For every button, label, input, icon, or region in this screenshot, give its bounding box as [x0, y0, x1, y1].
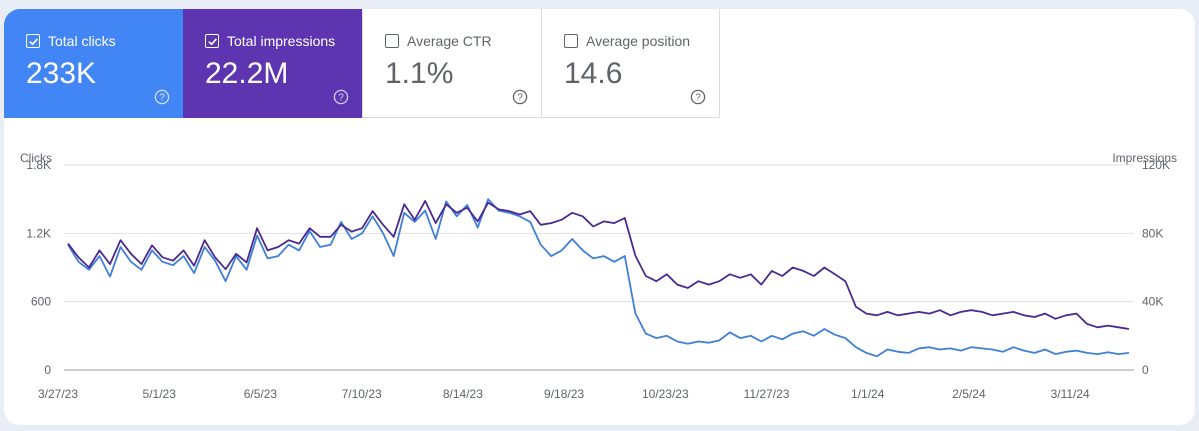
y-axis-title-left: Clicks: [20, 151, 52, 165]
chart-svg: Clicks Impressions 0 0 600 40K 1.2K 80K 1.8K 12…: [20, 151, 1177, 401]
help-icon[interactable]: ?: [512, 89, 528, 105]
y-tick-label-right: 80K: [1142, 226, 1163, 240]
help-icon[interactable]: ?: [690, 89, 706, 105]
metric-value: 233K: [26, 57, 97, 90]
x-tick-label: 7/10/23: [342, 387, 382, 401]
metric-tiles: Total clicks 233K ? Total impressions 22…: [4, 9, 720, 118]
help-icon[interactable]: ?: [154, 89, 170, 105]
x-tick-label: 3/11/24: [1051, 387, 1090, 401]
metric-tile-total-impressions[interactable]: Total impressions 22.2M ?: [183, 9, 362, 118]
metric-label: Total clicks: [48, 33, 116, 49]
checkbox-unchecked-icon[interactable]: [564, 34, 578, 48]
y-tick-label-left: 1.8K: [26, 158, 51, 172]
y-axis-title-right: Impressions: [1112, 151, 1177, 165]
y-tick-label-left: 600: [31, 295, 51, 309]
svg-text:?: ?: [517, 93, 523, 104]
metric-label: Average CTR: [407, 33, 492, 49]
svg-text:?: ?: [159, 93, 165, 104]
checkbox-checked-icon[interactable]: [26, 34, 40, 48]
svg-text:?: ?: [695, 93, 701, 104]
metric-value: 14.6: [564, 57, 623, 90]
x-tick-label: 9/18/23: [544, 387, 584, 401]
performance-chart[interactable]: Clicks Impressions 0 0 600 40K 1.2K 80K 1.8K 12…: [4, 118, 1195, 425]
x-tick-label: 5/1/23: [143, 387, 177, 401]
metric-label: Total impressions: [227, 33, 336, 49]
x-tick-label: 8/14/23: [443, 387, 483, 401]
y-tick-label-left: 1.2K: [26, 226, 51, 240]
series-line-impressions: [67, 200, 1130, 330]
metric-value: 1.1%: [385, 57, 454, 90]
y-tick-label-right: 0: [1142, 363, 1149, 377]
x-tick-label: 1/1/24: [851, 387, 885, 401]
performance-card: Total clicks 233K ? Total impressions 22…: [4, 9, 1195, 425]
metric-label: Average position: [586, 33, 691, 49]
x-tick-label: 6/5/23: [244, 387, 278, 401]
x-tick-label: 3/27/23: [38, 387, 78, 401]
y-tick-label-right: 120K: [1142, 158, 1170, 172]
metric-tile-average-position[interactable]: Average position 14.6 ?: [541, 9, 720, 118]
y-tick-label-left: 0: [44, 363, 51, 377]
metric-tile-total-clicks[interactable]: Total clicks 233K ?: [4, 9, 183, 118]
series-line-clicks: [67, 198, 1130, 358]
x-tick-label: 11/27/23: [744, 387, 790, 401]
x-tick-label: 10/23/23: [642, 387, 689, 401]
x-tick-label: 2/5/24: [952, 387, 986, 401]
help-icon[interactable]: ?: [333, 89, 349, 105]
checkbox-checked-icon[interactable]: [205, 34, 219, 48]
metric-tile-average-ctr[interactable]: Average CTR 1.1% ?: [362, 9, 541, 118]
checkbox-unchecked-icon[interactable]: [385, 34, 399, 48]
svg-text:?: ?: [338, 93, 344, 104]
metric-value: 22.2M: [205, 57, 289, 90]
y-tick-label-right: 40K: [1142, 295, 1163, 309]
